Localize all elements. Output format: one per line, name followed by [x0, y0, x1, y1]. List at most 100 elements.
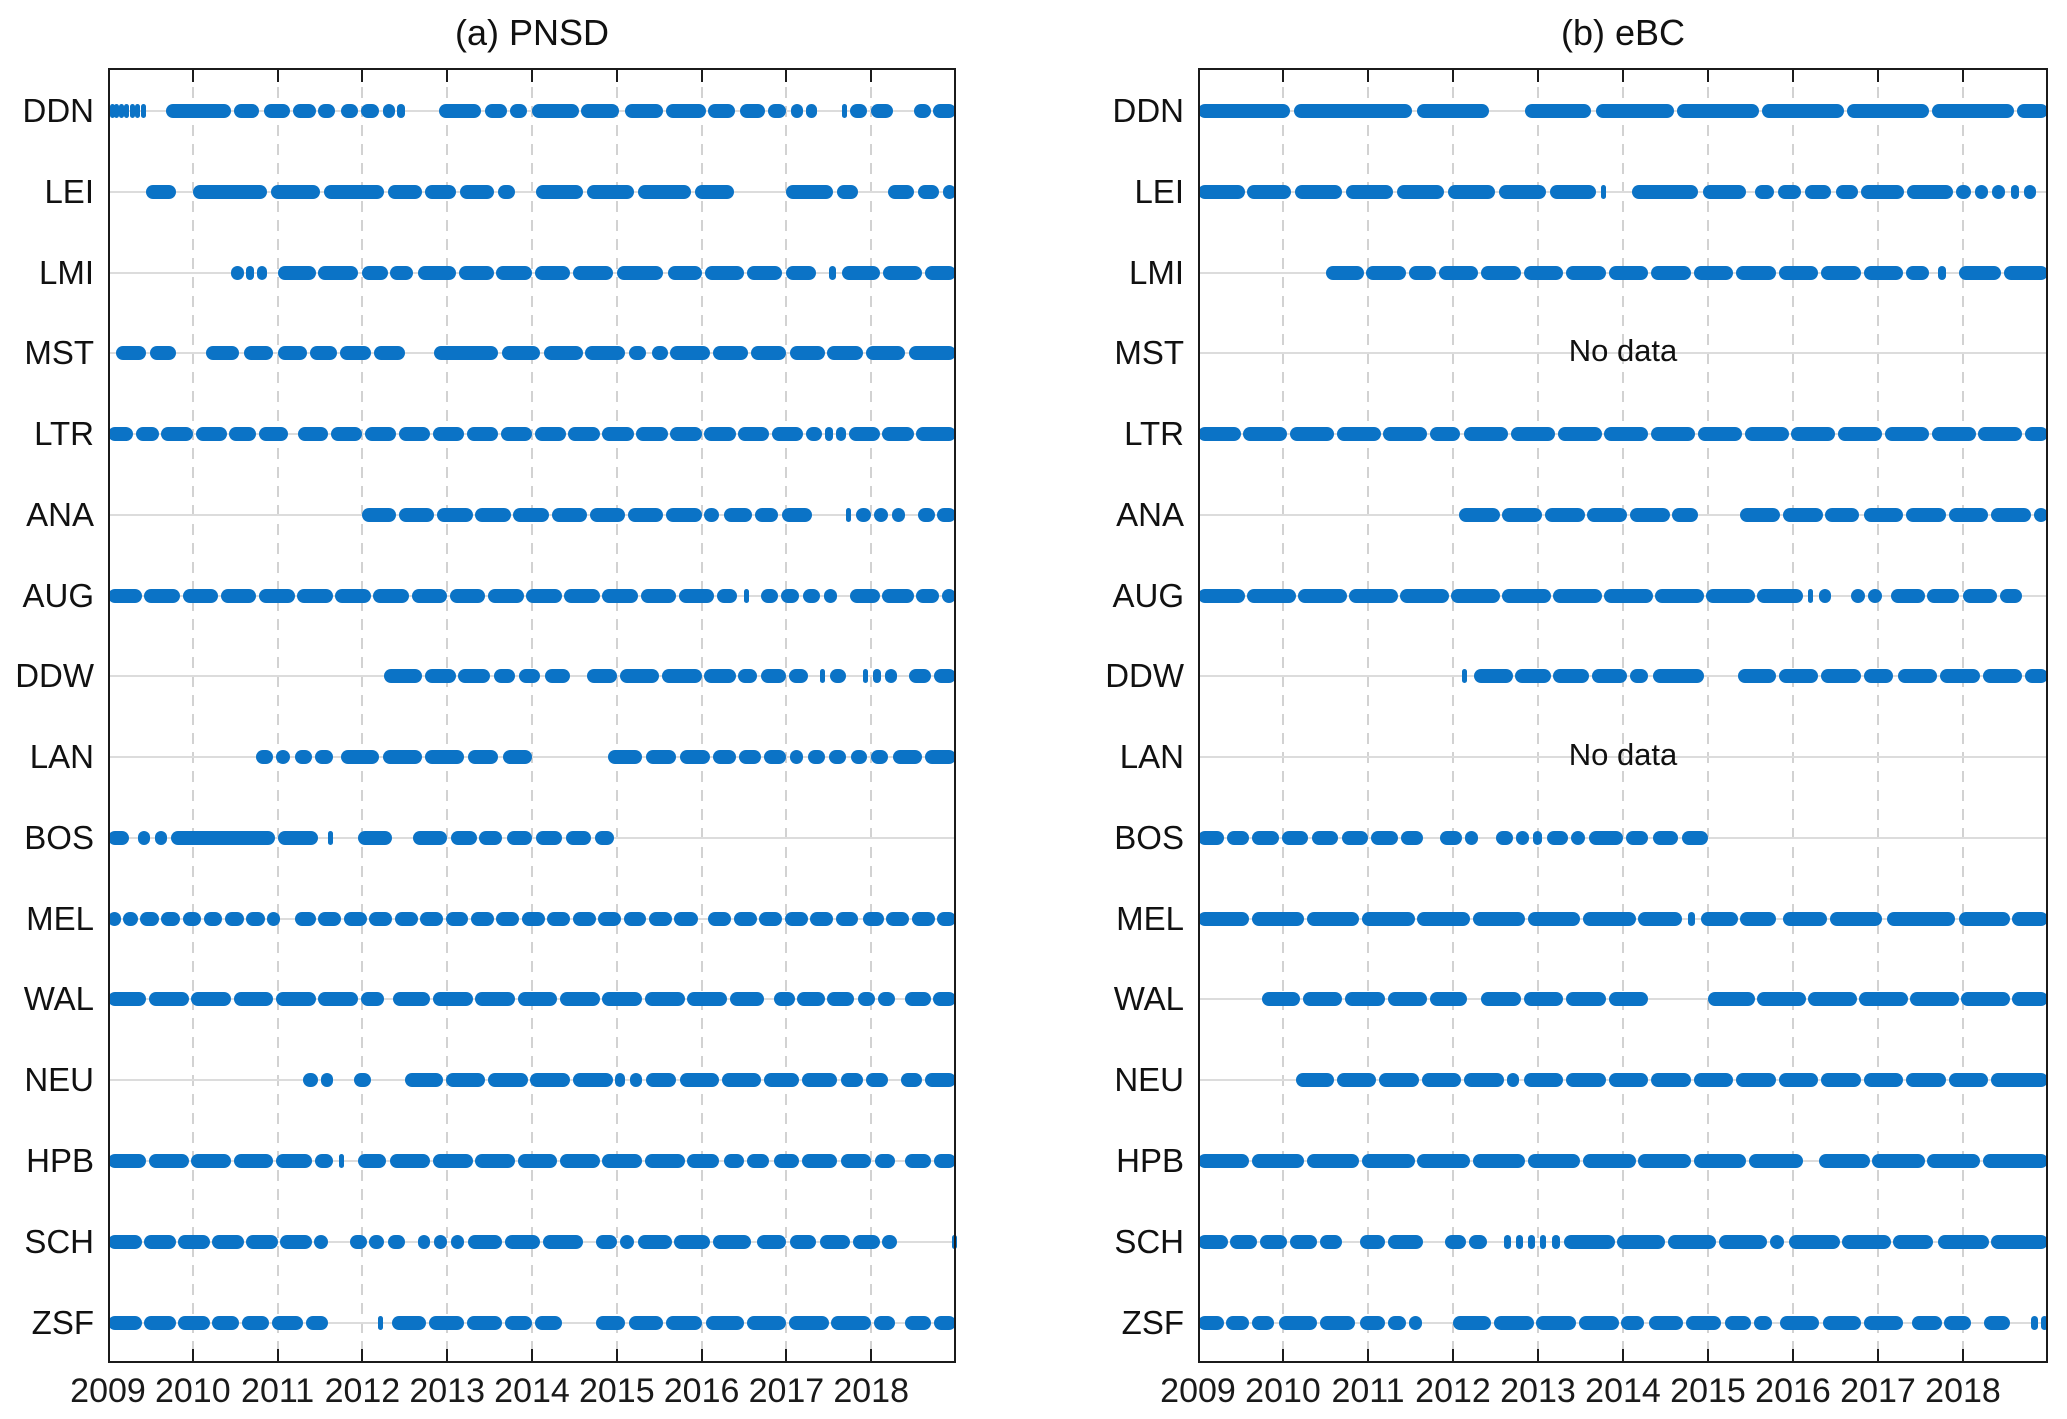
bar-segment [1260, 1234, 1288, 1249]
x-tick-label: 2010 [154, 1372, 231, 1410]
year-gridline [1877, 68, 1879, 1363]
bar-segment [850, 588, 880, 603]
bar-segment [1396, 184, 1445, 199]
station-label-hpb: HPB [1116, 1142, 1184, 1179]
bar-segment [937, 911, 956, 926]
x-tick-label: 2017 [748, 1372, 825, 1410]
x-tick-label: 2015 [1670, 1372, 1746, 1410]
bar-segment [602, 992, 643, 1007]
x-tick-label: 2009 [1160, 1372, 1236, 1410]
bar-segment [532, 104, 579, 118]
axis-tick-bottom [1452, 1349, 1454, 1363]
bar-segment [900, 1073, 923, 1088]
bar-segment [1589, 830, 1623, 845]
bar-segment [140, 911, 159, 926]
bar-segment [704, 265, 744, 280]
bar-segment [1604, 588, 1653, 603]
bar-segment [475, 992, 516, 1007]
station-label-aug: AUG [22, 576, 94, 614]
bar-segment [1867, 588, 1883, 603]
bar-segment [712, 346, 749, 361]
axis-tick-bottom [1962, 1349, 1964, 1363]
bar-segment [1515, 830, 1530, 845]
bar-segment [1697, 427, 1742, 442]
bar-segment [1655, 588, 1704, 603]
bar-segment [738, 427, 770, 442]
bar-segment [1400, 588, 1449, 603]
bar-segment [1818, 588, 1832, 603]
bar-segment [1504, 1234, 1511, 1249]
axis-tick-bottom [1707, 1349, 1709, 1363]
bar-segment [756, 1234, 787, 1249]
bar-segment [318, 911, 342, 926]
bar-segment [144, 1234, 176, 1249]
axis-tick-top [1707, 68, 1709, 82]
bar-segment [2012, 992, 2048, 1007]
bar-segment [1595, 104, 1674, 118]
bar-segment [933, 669, 956, 684]
bar-segment [595, 1234, 617, 1249]
bar-segment [1587, 507, 1628, 522]
year-gridline [1452, 68, 1454, 1363]
bar-segment [784, 911, 808, 926]
bar-segment [1544, 507, 1585, 522]
bar-segment [1198, 427, 1241, 442]
bar-segment [773, 1154, 800, 1168]
bar-segment [108, 992, 147, 1007]
bar-segment [382, 750, 422, 765]
bar-segment [1991, 1073, 2048, 1088]
bar-segment [275, 750, 291, 765]
bar-segment [1341, 830, 1368, 845]
bar-segment [1453, 1315, 1492, 1330]
station-label-ddn: DDN [22, 92, 95, 129]
bar-segment [137, 830, 151, 845]
bar-segment [841, 104, 847, 118]
station-label-lei: LEI [44, 172, 94, 210]
bar-segment [789, 750, 804, 765]
bar-segment [1430, 992, 1467, 1007]
bar-segment [1651, 265, 1691, 280]
bar-segment [1388, 1315, 1407, 1330]
bar-segment [759, 911, 783, 926]
axis-tick-top [1877, 68, 1879, 82]
bar-segment [888, 184, 914, 199]
bar-segment [277, 830, 319, 845]
bar-segment [303, 1073, 319, 1088]
bar-segment [246, 911, 265, 926]
bar-segment [521, 911, 545, 926]
bar-segment [551, 507, 588, 522]
bar-segment [1999, 588, 2023, 603]
station-label-bos: BOS [1114, 818, 1184, 856]
x-tick-label: 2009 [70, 1372, 146, 1410]
bar-segment [1944, 1315, 1972, 1330]
bar-segment [530, 1073, 571, 1088]
bar-segment [1864, 1315, 1904, 1330]
bar-segment [504, 1315, 532, 1330]
axis-tick-bottom [700, 1349, 703, 1363]
station-label-bos: BOS [24, 818, 94, 856]
bar-segment [434, 346, 499, 361]
bar-segment [1306, 911, 1360, 926]
bar-segment [589, 507, 626, 522]
bar-segment [1963, 588, 1997, 603]
bar-segment [1532, 830, 1543, 845]
axis-tick-top [1367, 68, 1369, 82]
bar-segment [908, 346, 956, 361]
bar-segment [608, 750, 643, 765]
bar-segment [503, 750, 532, 765]
station-label-wal: WAL [1113, 980, 1184, 1018]
bar-segment [1937, 265, 1946, 280]
bar-segment [1325, 265, 1364, 280]
bar-segment [1958, 911, 2010, 926]
bar-segment [572, 911, 596, 926]
bar-segment [1958, 265, 2002, 280]
bar-segment [1383, 427, 1428, 442]
bar-segment [2041, 1315, 2048, 1330]
bar-segment [1761, 104, 1844, 118]
bar-segment [108, 1154, 147, 1168]
bar-segment [1821, 265, 1861, 280]
bar-segment [1757, 992, 1806, 1007]
bar-segment [369, 911, 393, 926]
bar-segment [1498, 184, 1547, 199]
bar-segment [387, 1234, 405, 1249]
